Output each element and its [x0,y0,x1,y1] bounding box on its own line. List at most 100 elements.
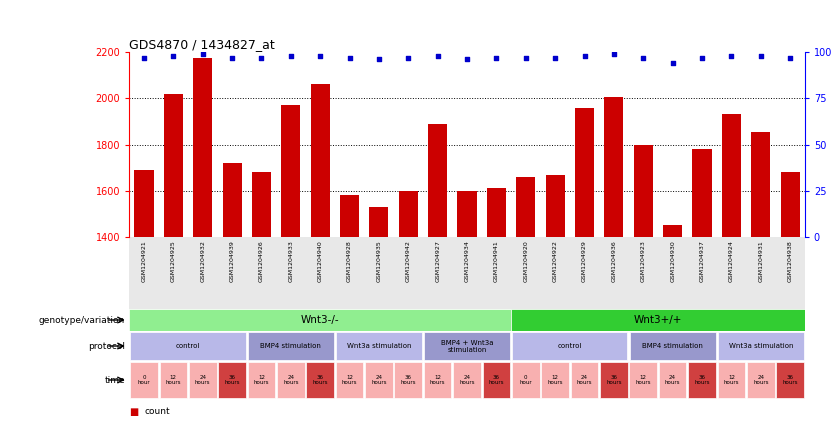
Bar [516,177,535,237]
Text: 24
hours: 24 hours [283,375,299,385]
Text: GSM1204938: GSM1204938 [787,241,792,282]
Text: GSM1204920: GSM1204920 [523,241,528,282]
Text: GSM1204926: GSM1204926 [259,241,264,282]
Text: GSM1204922: GSM1204922 [553,241,558,283]
Bar [545,175,565,237]
Bar [776,362,804,398]
Bar [458,191,476,237]
Bar [394,362,422,398]
Text: 12
hours: 12 hours [724,375,739,385]
Point [431,52,445,59]
Point [490,54,503,61]
Bar [336,362,364,398]
Text: count: count [144,407,170,417]
Bar [130,362,158,398]
Bar [369,207,389,237]
Text: 24
hours: 24 hours [665,375,681,385]
Bar [365,362,393,398]
Bar [722,115,741,237]
Text: 24
hours: 24 hours [460,375,475,385]
Text: GSM1204925: GSM1204925 [171,241,176,282]
Bar [252,172,271,237]
Text: GSM1204941: GSM1204941 [494,241,499,282]
Text: 24
hours: 24 hours [577,375,592,385]
Bar [248,332,334,360]
Bar [425,332,510,360]
Point [636,54,650,61]
Bar [663,225,682,237]
Point [696,54,709,61]
Text: BMP4 stimulation: BMP4 stimulation [642,343,703,349]
Text: 12
hours: 12 hours [342,375,357,385]
Bar [483,362,510,398]
Bar [692,149,711,237]
Text: GSM1204923: GSM1204923 [641,241,646,283]
Bar [630,332,716,360]
Text: Wnt3-/-: Wnt3-/- [301,315,339,325]
Point [666,60,680,66]
Text: GSM1204942: GSM1204942 [406,241,411,283]
Text: GSM1204931: GSM1204931 [758,241,763,282]
Bar [718,332,804,360]
Point [783,54,796,61]
Bar [453,362,481,398]
Bar [306,362,334,398]
Bar [781,172,800,237]
Text: 36
hours: 36 hours [606,375,621,385]
Bar [487,188,506,237]
Bar [223,163,242,237]
Text: ■: ■ [129,407,138,418]
Point [578,52,591,59]
Bar [130,332,245,360]
Bar [575,107,594,237]
Bar [163,93,183,237]
Text: GSM1204929: GSM1204929 [582,241,587,283]
Bar [717,362,746,398]
Text: 36
hours: 36 hours [400,375,416,385]
Point [460,56,474,63]
Text: GSM1204928: GSM1204928 [347,241,352,282]
Bar [659,362,686,398]
Point [284,52,298,59]
Bar [751,132,771,237]
Text: 12
hours: 12 hours [547,375,563,385]
Point [607,50,620,57]
Text: GSM1204933: GSM1204933 [289,241,294,283]
Text: GSM1204930: GSM1204930 [671,241,676,282]
Bar [129,237,805,309]
Point [225,54,239,61]
Point [402,54,415,61]
Point [519,54,532,61]
Text: 36
hours: 36 hours [489,375,505,385]
Text: GSM1204932: GSM1204932 [200,241,205,283]
Bar [248,362,275,398]
Text: 12
hours: 12 hours [254,375,269,385]
Bar [399,191,418,237]
Bar [134,170,153,237]
Bar [188,362,217,398]
Bar [600,362,628,398]
Text: control: control [176,343,200,349]
Bar [747,362,775,398]
Point [372,56,385,63]
Text: 24
hours: 24 hours [371,375,387,385]
Bar [340,195,359,237]
Text: BMP4 stimulation: BMP4 stimulation [260,343,321,349]
Bar [512,332,627,360]
Bar [634,145,653,237]
Point [549,54,562,61]
Text: GSM1204924: GSM1204924 [729,241,734,283]
Text: 24
hours: 24 hours [753,375,768,385]
Bar [630,362,657,398]
Text: 36
hours: 36 hours [694,375,710,385]
Text: GSM1204937: GSM1204937 [700,241,705,283]
Text: genotype/variation: genotype/variation [39,316,125,324]
Text: GSM1204935: GSM1204935 [376,241,381,282]
Text: control: control [558,343,582,349]
Text: 36
hours: 36 hours [313,375,328,385]
Text: GSM1204934: GSM1204934 [465,241,470,283]
Bar [570,362,598,398]
Bar [512,362,540,398]
Point [754,52,767,59]
Text: 12
hours: 12 hours [430,375,445,385]
